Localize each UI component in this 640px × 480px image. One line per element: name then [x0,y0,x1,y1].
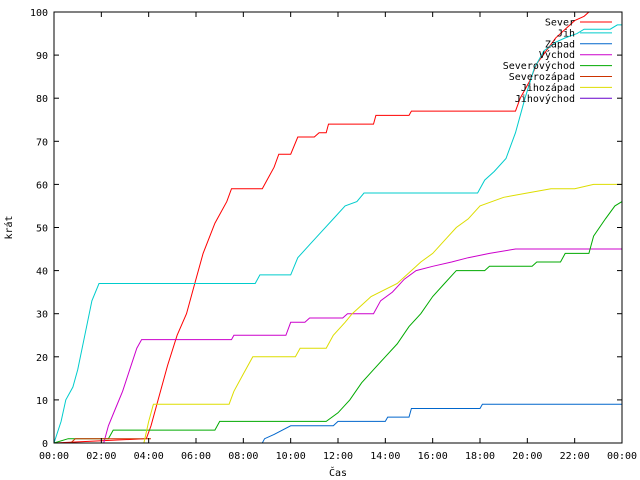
y-tick-label: 50 [36,224,48,235]
x-tick-label: 00:00 [39,451,69,462]
y-tick-label: 70 [36,137,48,148]
x-tick-label: 00:00 [607,451,637,462]
y-tick-label: 40 [36,267,48,278]
x-tick-label: 16:00 [418,451,448,462]
y-axis-label: krát [3,215,15,239]
y-tick-label: 80 [36,94,48,105]
x-tick-label: 20:00 [512,451,542,462]
y-tick-label: 60 [36,180,48,191]
series-line-1 [53,24,622,444]
y-tick-label: 90 [36,51,48,62]
y-tick-label: 30 [36,310,48,321]
legend: SeverJihZápadVýchodSeverovýchodSeverozáp… [503,18,612,105]
x-tick-label: 18:00 [465,451,495,462]
y-tick-label: 20 [36,353,48,364]
legend-label: Jih [557,28,575,39]
series-line-3 [54,248,622,444]
x-axis-label: Čas [329,466,347,479]
x-tick-label: 02:00 [86,451,116,462]
legend-label: Severovýchod [503,60,575,72]
x-tick-label: 06:00 [181,451,211,462]
series-line-2 [54,403,622,444]
x-tick-label: 14:00 [370,451,400,462]
legend-label: Jihozápad [521,82,575,94]
x-tick-label: 04:00 [134,451,164,462]
y-tick-label: 10 [36,396,48,407]
x-tick-label: 10:00 [276,451,306,462]
y-tick-label: 100 [30,8,48,19]
x-tick-label: 08:00 [228,451,258,462]
series-line-4 [53,201,623,444]
legend-label: Jihovýchod [515,93,575,105]
legend-label: Východ [539,49,575,61]
legend-label: Sever [545,18,575,29]
legend-label: Západ [545,38,575,50]
x-tick-label: 12:00 [323,451,353,462]
series-line-6 [54,183,622,444]
ticks-layer: 0 10 20 30 40 50 60 70 80 90 100 00:00 02:00 04:00 06:… [30,8,637,462]
legend-label: Severozápad [509,71,575,83]
y-tick-label: 0 [42,439,48,450]
x-tick-label: 22:00 [560,451,590,462]
